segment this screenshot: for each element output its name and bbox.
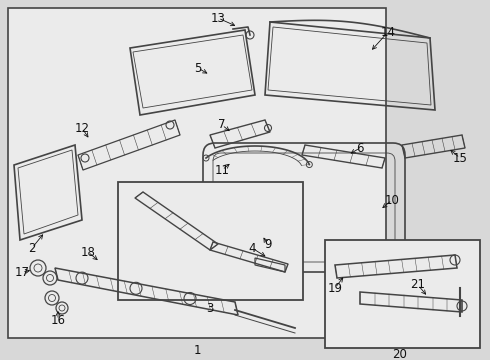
- Text: 14: 14: [381, 26, 395, 39]
- Text: 9: 9: [264, 238, 272, 252]
- Text: 1: 1: [193, 343, 201, 356]
- Bar: [118, 182, 303, 300]
- Text: 3: 3: [206, 302, 214, 315]
- Text: 6: 6: [356, 141, 364, 154]
- Text: 19: 19: [327, 282, 343, 294]
- Text: 2: 2: [28, 242, 36, 255]
- Text: 13: 13: [211, 12, 225, 24]
- Text: 10: 10: [385, 194, 399, 207]
- Text: 12: 12: [74, 122, 90, 135]
- Text: 21: 21: [411, 279, 425, 292]
- Text: 15: 15: [453, 152, 467, 165]
- Text: 4: 4: [248, 242, 256, 255]
- Bar: [325, 240, 480, 348]
- Text: 11: 11: [215, 163, 229, 176]
- Text: 16: 16: [50, 314, 66, 327]
- Text: 5: 5: [195, 62, 202, 75]
- Bar: [8, 8, 386, 338]
- Text: 17: 17: [15, 266, 29, 279]
- Text: 18: 18: [80, 246, 96, 258]
- Text: 20: 20: [392, 348, 408, 360]
- Text: 7: 7: [218, 118, 226, 131]
